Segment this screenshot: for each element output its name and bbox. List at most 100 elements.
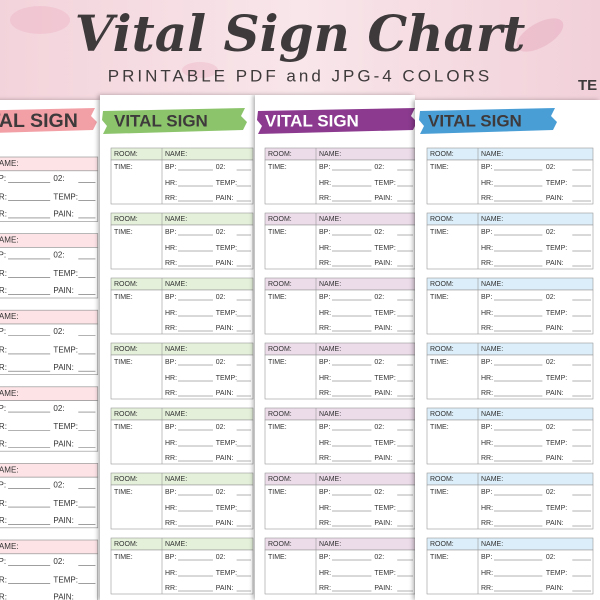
subtitle: PRINTABLE PDF and JPG-4 COLORS: [108, 66, 492, 85]
form-label: TEMP:: [546, 440, 567, 447]
form-label: BP:: [319, 359, 330, 366]
form-label: NAME:: [165, 281, 187, 288]
form-label: TEMP:: [374, 375, 395, 382]
form-label: RR:: [165, 260, 177, 267]
block-body: [0, 400, 99, 452]
form-label: BP:: [0, 404, 6, 413]
form-label: PAIN:: [216, 325, 234, 332]
form-label: NAME:: [319, 346, 341, 353]
form-label: BP:: [481, 164, 492, 171]
block-body: [264, 159, 416, 205]
form-label: RR:: [481, 390, 493, 397]
block-body: [110, 224, 254, 270]
block-body: [110, 159, 254, 205]
form-label: 02:: [216, 554, 226, 561]
sheet-heading: VITAL SIGN: [428, 111, 522, 130]
block-body: [110, 289, 254, 335]
form-label: HR:: [165, 180, 177, 187]
form-label: ROOM:: [430, 216, 454, 223]
form-label: RR:: [165, 325, 177, 332]
form-label: TIME:: [430, 554, 449, 561]
title: Vital Sign Chart: [75, 4, 526, 63]
form-label: TEMP:: [53, 346, 78, 355]
form-label: BP:: [165, 424, 176, 431]
form-label: NAME:: [165, 216, 187, 223]
form-label: 02:: [374, 424, 384, 431]
form-label: 02:: [53, 480, 64, 489]
block-body: [426, 354, 594, 400]
form-label: TIME:: [430, 229, 449, 236]
form-label: TIME:: [114, 424, 133, 431]
sheet-heading: VITAL SIGN: [265, 111, 359, 130]
form-label: 02:: [374, 359, 384, 366]
form-label: HR:: [319, 245, 331, 252]
form-block: ROOM:NAME:TIME:BP:02:HR:TEMP:RR:PAIN:: [264, 212, 416, 270]
form-label: RR:: [0, 286, 7, 295]
form-label: PAIN:: [374, 195, 392, 202]
form-label: NAME:: [0, 465, 19, 474]
form-label: ROOM:: [430, 411, 454, 418]
form-label: RR:: [0, 516, 7, 525]
form-label: RR:: [165, 390, 177, 397]
form-label: ROOM:: [114, 541, 138, 548]
block-body: [0, 323, 99, 375]
form-label: TEMP:: [374, 180, 395, 187]
form-label: TIME:: [268, 554, 287, 561]
form-label: TEMP:: [216, 310, 237, 317]
form-label: 02:: [374, 489, 384, 496]
block-body: [264, 289, 416, 335]
form-label: NAME:: [0, 159, 19, 168]
form-label: 02:: [216, 229, 226, 236]
form-label: BP:: [0, 327, 6, 336]
form-label: RR:: [319, 520, 331, 527]
form-label: BP:: [481, 359, 492, 366]
form-label: ROOM:: [114, 411, 138, 418]
form-label: 02:: [546, 554, 556, 561]
form-label: HR:: [0, 499, 7, 508]
form-label: BP:: [319, 424, 330, 431]
form-label: RR:: [481, 585, 493, 592]
block-body: [110, 484, 254, 530]
form-block: ROOM:NAME:TIME:BP:02:HR:TEMP:RR:PAIN:: [264, 537, 416, 595]
form-label: TIME:: [430, 164, 449, 171]
form-label: TIME:: [268, 359, 287, 366]
form-block: ROOM:NAME:TIME:BP:02:HR:TEMP:RR:PAIN:: [426, 212, 594, 270]
form-label: PAIN:: [546, 195, 564, 202]
petal: [182, 62, 218, 78]
form-label: HR:: [481, 180, 493, 187]
form-block: ROOM:NAME:TIME:BP:02:HR:TEMP:RR:PAIN:: [426, 342, 594, 400]
form-label: TEMP:: [216, 245, 237, 252]
form-label: TIME:: [114, 294, 133, 301]
block-body: [264, 224, 416, 270]
form-label: ROOM:: [114, 476, 138, 483]
form-label: BP:: [319, 164, 330, 171]
form-label: ROOM:: [114, 216, 138, 223]
form-label: RR:: [0, 210, 7, 219]
form-label: NAME:: [165, 346, 187, 353]
form-label: BP:: [481, 489, 492, 496]
form-block: ROOM:NAME:TIME:BP:02:HR:TEMP:RR:PAIN:: [0, 309, 99, 375]
form-label: TEMP:: [546, 375, 567, 382]
form-label: PAIN:: [53, 210, 73, 219]
form-label: NAME:: [481, 281, 503, 288]
form-label: HR:: [481, 375, 493, 382]
form-label: NAME:: [165, 541, 187, 548]
form-label: TIME:: [114, 229, 133, 236]
form-label: BP:: [319, 489, 330, 496]
form-label: PAIN:: [374, 520, 392, 527]
form-label: NAME:: [481, 476, 503, 483]
form-label: PAIN:: [374, 260, 392, 267]
form-label: ROOM:: [268, 216, 292, 223]
form-label: HR:: [165, 245, 177, 252]
form-label: HR:: [0, 269, 7, 278]
form-label: NAME:: [319, 476, 341, 483]
form-block: ROOM:NAME:TIME:BP:02:HR:TEMP:RR:PAIN:: [110, 342, 254, 400]
form-label: NAME:: [165, 151, 187, 158]
form-label: 02:: [53, 404, 64, 413]
form-label: 02:: [216, 359, 226, 366]
brush-stroke: [257, 108, 417, 134]
form-label: TIME:: [268, 294, 287, 301]
form-label: RR:: [319, 325, 331, 332]
form-label: NAME:: [481, 541, 503, 548]
